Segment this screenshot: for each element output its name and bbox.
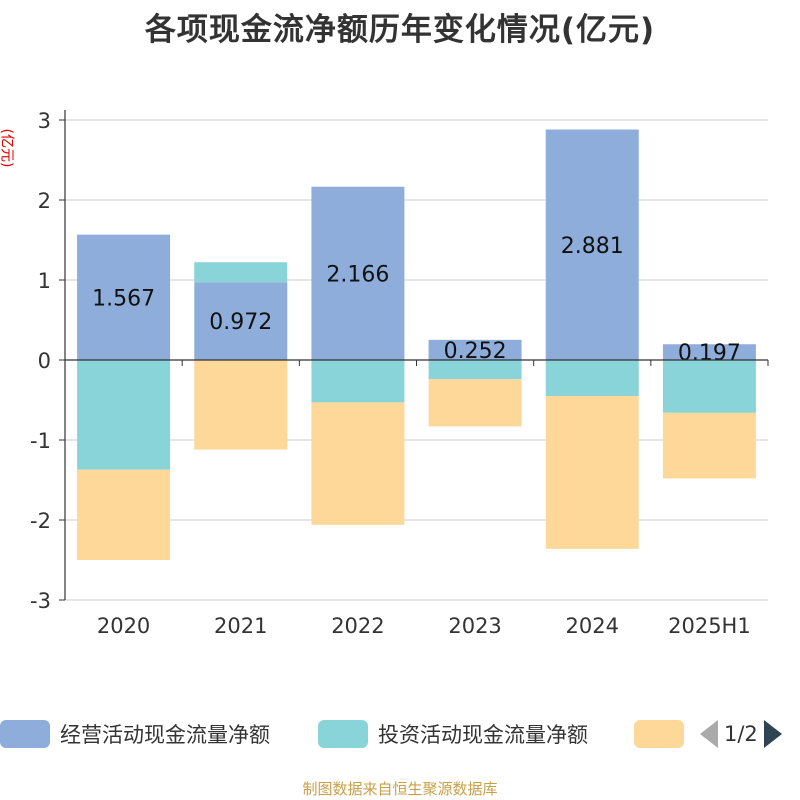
arrow-left-icon[interactable] bbox=[700, 720, 718, 748]
data-label-2024: 2.881 bbox=[561, 234, 624, 259]
legend-swatch-financing bbox=[634, 720, 684, 748]
x-tick-label-2022: 2022 bbox=[331, 614, 384, 638]
bar-2020-series-0 bbox=[77, 234, 171, 360]
x-tick-label-2021: 2021 bbox=[214, 614, 267, 638]
y-tick-label: -2 bbox=[30, 509, 51, 533]
legend-item-financing[interactable] bbox=[634, 716, 694, 752]
x-tick-label-2025H1: 2025H1 bbox=[668, 614, 751, 638]
y-tick-label: 3 bbox=[38, 109, 51, 133]
y-tick-label: 2 bbox=[38, 189, 51, 213]
y-tick-label: 0 bbox=[38, 349, 51, 373]
bar-2022-series-0 bbox=[311, 186, 405, 360]
bar-2024-series-1 bbox=[545, 360, 639, 396]
bar-chart: 3210-1-2-31.5670.9722.1660.2522.8810.197… bbox=[30, 109, 769, 638]
chart-title: 各项现金流净额历年变化情况(亿元) bbox=[144, 12, 656, 48]
bar-2025H1-series-0 bbox=[662, 344, 756, 360]
legend: 经营活动现金流量净额 投资活动现金流量净额 bbox=[0, 716, 800, 756]
legend-label-operating: 经营活动现金流量净额 bbox=[60, 723, 270, 747]
x-tick-label-2020: 2020 bbox=[97, 614, 150, 638]
legend-page-indicator: 1/2 bbox=[724, 722, 758, 746]
bar-2021-series-2 bbox=[194, 360, 288, 450]
y-tick-label: -1 bbox=[30, 429, 51, 453]
data-label-2021: 0.972 bbox=[209, 310, 272, 335]
bar-2023-series-0 bbox=[428, 339, 522, 360]
y-tick-label: 1 bbox=[38, 269, 51, 293]
data-label-2025H1: 0.197 bbox=[678, 341, 741, 366]
legend-item-investing[interactable]: 投资活动现金流量净额 bbox=[318, 716, 588, 752]
data-source-note: 制图数据来自恒生聚源数据库 bbox=[302, 780, 498, 798]
legend-item-operating[interactable]: 经营活动现金流量净额 bbox=[0, 716, 270, 752]
bar-2024-series-0 bbox=[545, 129, 639, 360]
bar-2021-series-1 bbox=[194, 262, 288, 283]
legend-swatch-investing bbox=[318, 720, 368, 748]
bar-2021-series-0 bbox=[194, 282, 288, 360]
legend-pager: 1/2 bbox=[700, 716, 782, 752]
y-tick-label: -3 bbox=[30, 589, 51, 613]
bar-2024-series-2 bbox=[545, 396, 639, 549]
bar-2020-series-1 bbox=[77, 360, 171, 470]
arrow-right-icon[interactable] bbox=[763, 720, 782, 748]
bar-2020-series-2 bbox=[77, 469, 171, 560]
bar-2022-series-2 bbox=[311, 402, 405, 525]
data-label-2020: 1.567 bbox=[92, 286, 155, 311]
x-tick-label-2024: 2024 bbox=[566, 614, 619, 638]
bar-2025H1-series-2 bbox=[662, 412, 756, 479]
legend-swatch-operating bbox=[0, 720, 50, 748]
bar-2025H1-series-1 bbox=[662, 360, 756, 413]
bar-2022-series-1 bbox=[311, 360, 405, 403]
bar-2023-series-2 bbox=[428, 379, 522, 427]
x-tick-label-2023: 2023 bbox=[448, 614, 501, 638]
data-label-2022: 2.166 bbox=[326, 262, 389, 287]
legend-label-investing: 投资活动现金流量净额 bbox=[378, 723, 588, 747]
bar-2023-series-1 bbox=[428, 360, 522, 380]
